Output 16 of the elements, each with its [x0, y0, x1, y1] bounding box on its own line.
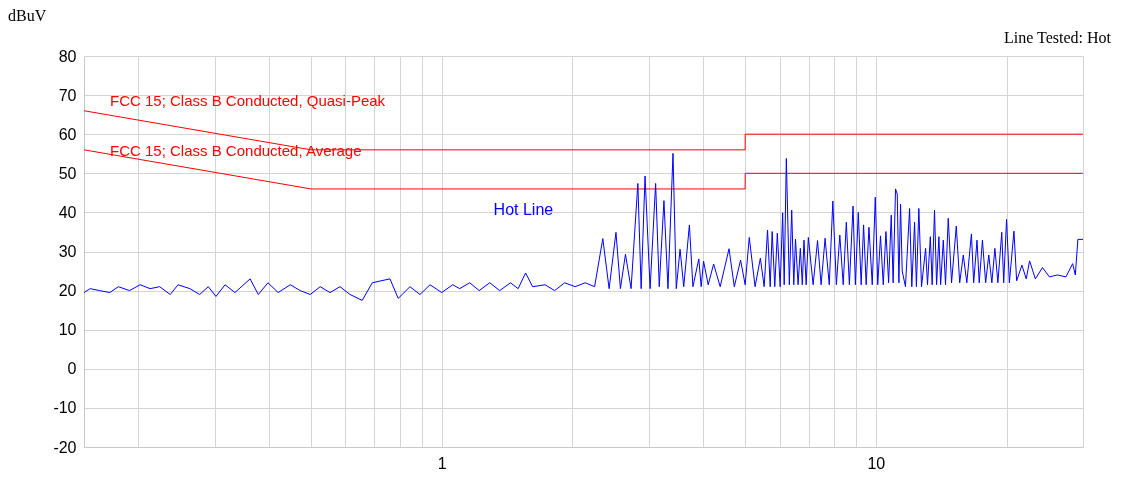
y-tick-label: 10 [58, 321, 77, 339]
y-tick-label: -20 [53, 438, 77, 456]
y-tick-label: 40 [58, 203, 77, 221]
y-axis-title: dBuV [8, 7, 47, 24]
y-tick-label: -10 [53, 399, 77, 417]
y-tick-label: 20 [58, 282, 77, 300]
text: Line Tested: Hot [1003, 29, 1112, 46]
x-tick-label: 1 [437, 454, 447, 472]
y-tick-label: 60 [58, 125, 77, 143]
text: Hot Line [493, 200, 554, 218]
y-tick-label: 80 [58, 47, 77, 65]
y-tick-label: 50 [58, 164, 77, 182]
y-tick-label: 0 [67, 360, 77, 378]
y-tick-label: 30 [58, 243, 77, 260]
series-label: FCC 15; Class B Conducted, Quasi-Peak [110, 91, 386, 109]
y-tick-label: 70 [58, 86, 77, 104]
